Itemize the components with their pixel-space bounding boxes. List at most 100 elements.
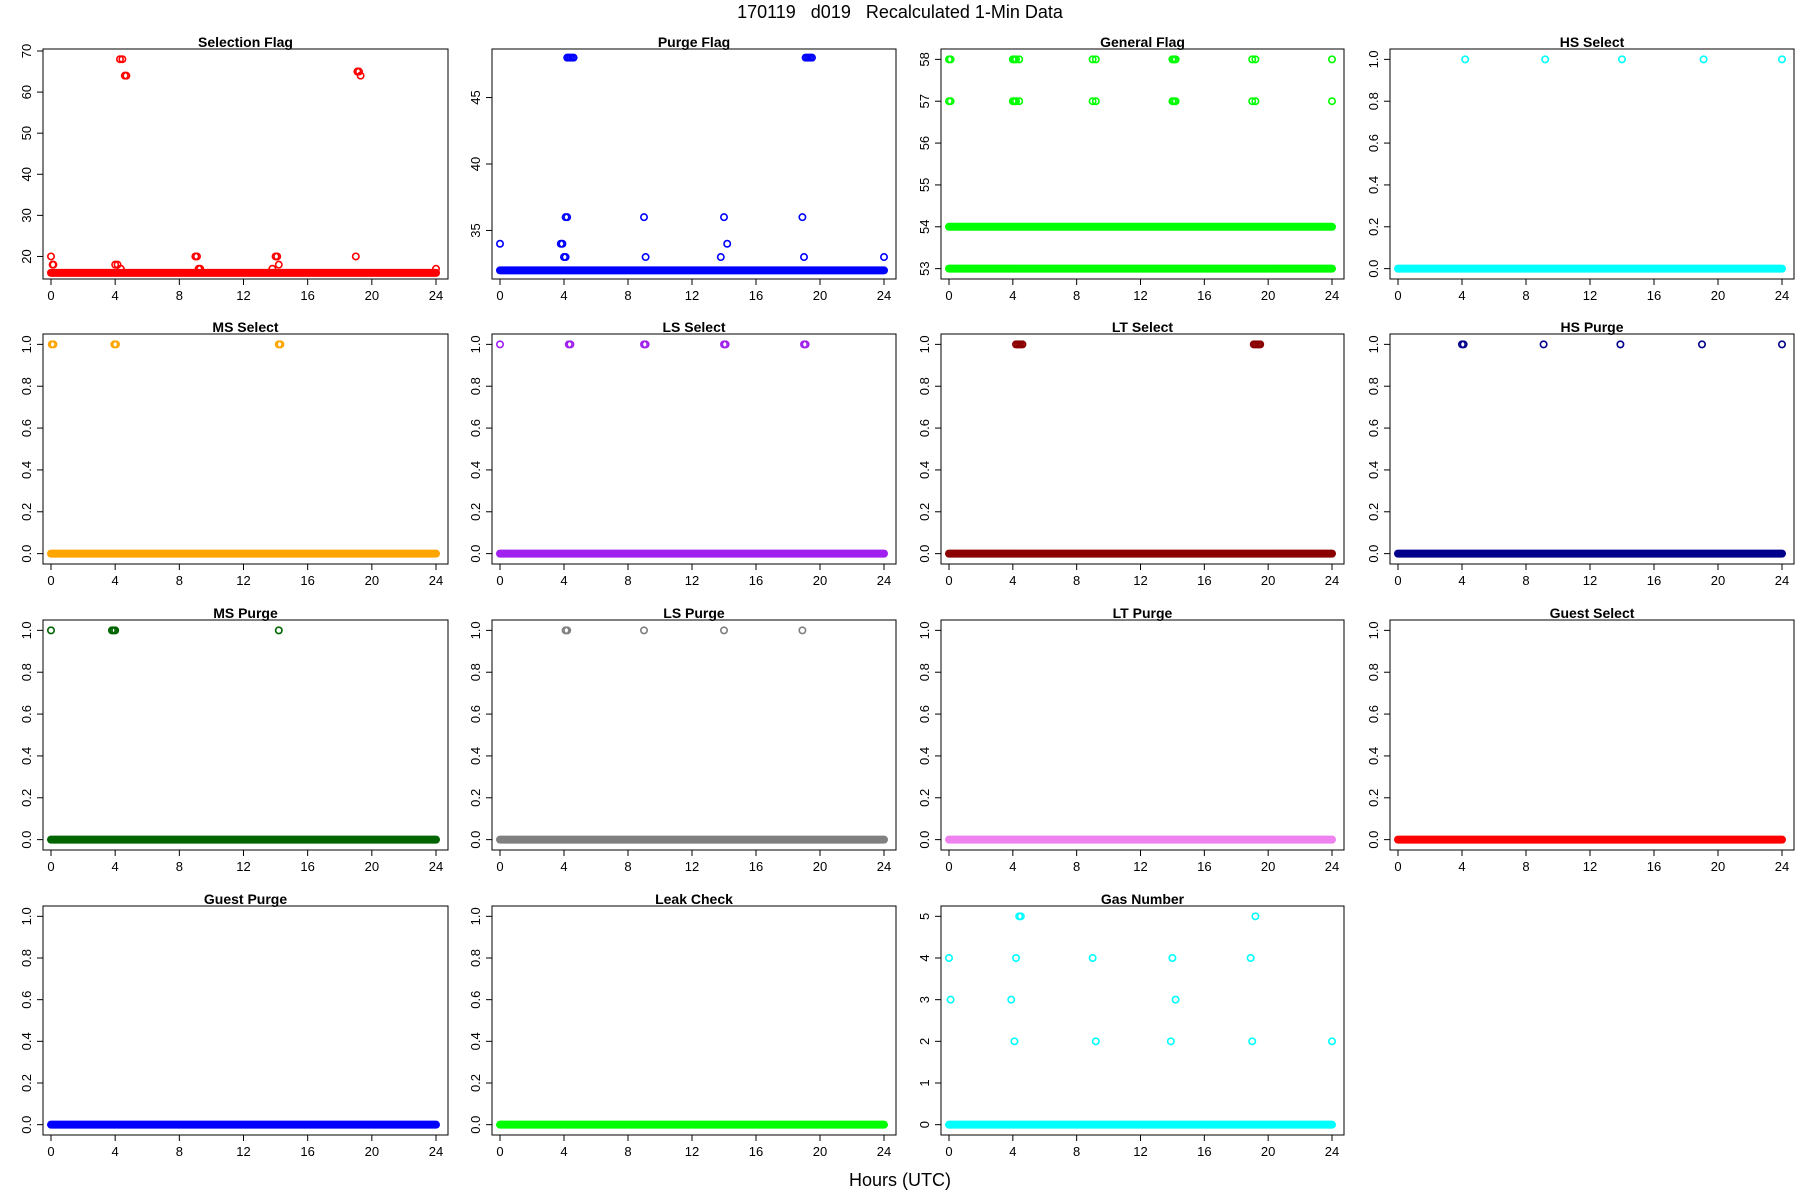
x-tick-label: 4 bbox=[112, 1144, 119, 1159]
data-point bbox=[1248, 1037, 1257, 1046]
x-tick-label: 20 bbox=[813, 859, 827, 874]
x-tick-label: 24 bbox=[429, 1144, 443, 1159]
data-point bbox=[1091, 97, 1100, 106]
x-tick-label: 20 bbox=[1261, 859, 1275, 874]
x-tick-label: 4 bbox=[1458, 288, 1465, 303]
y-tick-label: 0.6 bbox=[19, 705, 34, 723]
data-point bbox=[268, 264, 277, 273]
data-point bbox=[563, 213, 572, 222]
y-tick-label: 53 bbox=[917, 261, 932, 275]
y-tick-label: 0.0 bbox=[1366, 260, 1381, 278]
x-tick-label: 4 bbox=[112, 288, 119, 303]
data-point bbox=[49, 340, 58, 349]
y-tick-label: 0.2 bbox=[917, 789, 932, 807]
y-tick-label: 0.2 bbox=[468, 503, 483, 521]
x-tick-label: 12 bbox=[236, 573, 250, 588]
y-tick-label: 0.4 bbox=[468, 747, 483, 765]
panel-title: LS Select bbox=[662, 319, 725, 335]
panel-title: Guest Select bbox=[1550, 605, 1635, 621]
panel-selection-flag: Selection Flag 0 4 8 12 16 20 24 20 30 40 50 60 70 bbox=[19, 34, 449, 303]
x-tick-label: 4 bbox=[560, 573, 567, 588]
panel-title: LS Purge bbox=[663, 605, 725, 621]
panel-lt-purge: LT Purge 0 4 8 12 16 20 24 0.0 0.2 0.4 0.6 0.8 1.0 bbox=[917, 605, 1345, 874]
y-tick-label: 0.8 bbox=[1366, 377, 1381, 395]
data-point bbox=[639, 213, 648, 222]
data-point bbox=[1016, 912, 1025, 921]
panel-ls-select: LS Select 0 4 8 12 16 20 24 0.0 0.2 0.4 0.6 0.8 1.0 bbox=[468, 319, 897, 588]
data-point bbox=[46, 252, 55, 261]
data-point bbox=[1328, 1037, 1337, 1046]
data-point bbox=[1616, 340, 1625, 349]
panel-title: MS Purge bbox=[213, 605, 278, 621]
y-tick-label: 0.6 bbox=[19, 419, 34, 437]
y-tick-label: 0.4 bbox=[19, 1032, 34, 1050]
data-point bbox=[1328, 97, 1337, 106]
x-tick-label: 0 bbox=[496, 288, 503, 303]
y-tick-label: 0.0 bbox=[468, 545, 483, 563]
y-tick-label: 1.0 bbox=[19, 907, 34, 925]
x-tick-label: 20 bbox=[1711, 859, 1725, 874]
data-point bbox=[196, 264, 205, 273]
x-tick-label: 20 bbox=[813, 573, 827, 588]
data-point bbox=[639, 626, 648, 635]
x-tick-label: 12 bbox=[685, 859, 699, 874]
data-point bbox=[1251, 55, 1260, 64]
x-tick-label: 12 bbox=[1583, 573, 1597, 588]
data-point bbox=[1248, 55, 1257, 64]
data-point bbox=[354, 67, 363, 76]
x-tick-label: 24 bbox=[877, 573, 891, 588]
y-tick-label: 0.2 bbox=[19, 1074, 34, 1092]
data-point bbox=[351, 252, 360, 261]
y-tick-label: 0.4 bbox=[468, 461, 483, 479]
y-tick-label: 0.8 bbox=[468, 663, 483, 681]
data-point bbox=[807, 53, 816, 62]
x-tick-label: 12 bbox=[236, 859, 250, 874]
x-tick-label: 8 bbox=[176, 1144, 183, 1159]
y-tick-label: 0.8 bbox=[19, 663, 34, 681]
data-point bbox=[716, 253, 725, 262]
data-point bbox=[721, 340, 730, 349]
y-tick-label: 0.4 bbox=[468, 1032, 483, 1050]
data-point bbox=[1088, 97, 1097, 106]
data-point bbox=[1015, 97, 1024, 106]
data-point bbox=[115, 55, 124, 64]
data-point bbox=[798, 213, 807, 222]
data-point bbox=[719, 213, 728, 222]
plot-frame bbox=[42, 333, 449, 565]
x-tick-label: 24 bbox=[877, 288, 891, 303]
x-tick-label: 4 bbox=[1009, 859, 1016, 874]
x-tick-label: 16 bbox=[1647, 573, 1661, 588]
y-tick-label: 30 bbox=[19, 208, 34, 222]
data-point bbox=[1171, 55, 1180, 64]
data-point bbox=[1018, 340, 1027, 349]
y-tick-label: 3 bbox=[917, 996, 932, 1003]
y-tick-label: 0.0 bbox=[917, 545, 932, 563]
panel-title: Gas Number bbox=[1101, 891, 1185, 907]
plot-frame bbox=[42, 48, 449, 280]
data-point bbox=[431, 264, 440, 273]
x-tick-label: 8 bbox=[1073, 1144, 1080, 1159]
x-tick-label: 8 bbox=[176, 573, 183, 588]
data-point bbox=[274, 626, 283, 635]
data-point bbox=[798, 626, 807, 635]
y-tick-label: 0.8 bbox=[468, 949, 483, 967]
x-tick-label: 0 bbox=[1394, 573, 1401, 588]
x-tick-label: 8 bbox=[176, 859, 183, 874]
x-tick-label: 8 bbox=[1073, 859, 1080, 874]
x-tick-label: 20 bbox=[813, 1144, 827, 1159]
x-tick-label: 0 bbox=[496, 859, 503, 874]
data-point bbox=[1171, 995, 1180, 1004]
y-tick-label: 1.0 bbox=[1366, 335, 1381, 353]
x-tick-label: 16 bbox=[749, 573, 763, 588]
x-tick-label: 4 bbox=[112, 859, 119, 874]
x-tick-label: 24 bbox=[429, 573, 443, 588]
plot-frame bbox=[42, 619, 449, 851]
y-tick-label: 1.0 bbox=[1366, 621, 1381, 639]
x-tick-label: 12 bbox=[685, 1144, 699, 1159]
y-tick-label: 0.2 bbox=[468, 789, 483, 807]
panel-hs-select: HS Select 0 4 8 12 16 20 24 0.0 0.2 0.4 0.6 0.8 1.0 bbox=[1366, 34, 1795, 303]
x-tick-label: 24 bbox=[877, 1144, 891, 1159]
x-tick-label: 4 bbox=[1009, 288, 1016, 303]
x-tick-label: 16 bbox=[749, 1144, 763, 1159]
